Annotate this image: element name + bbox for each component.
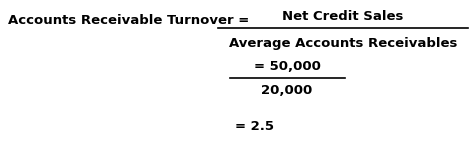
Text: Net Credit Sales: Net Credit Sales	[283, 10, 404, 22]
Text: 20,000: 20,000	[261, 84, 313, 97]
Text: Accounts Receivable Turnover =: Accounts Receivable Turnover =	[8, 13, 249, 27]
Text: = 2.5: = 2.5	[236, 119, 274, 133]
Text: Average Accounts Receivables: Average Accounts Receivables	[229, 37, 457, 49]
Text: = 50,000: = 50,000	[254, 59, 320, 72]
